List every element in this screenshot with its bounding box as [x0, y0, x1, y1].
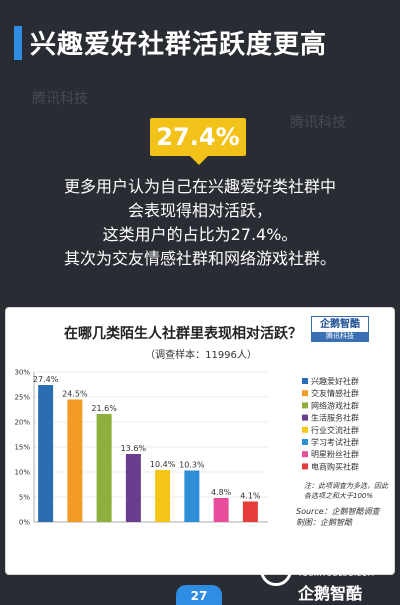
bar-2 — [67, 399, 83, 522]
data-label-5: 10.4% — [150, 460, 176, 469]
legend-swatch-3 — [302, 402, 308, 409]
watermark-right: 腾讯科技 — [290, 115, 346, 131]
brand-url: YOUXITUOLUO.COM — [298, 570, 375, 578]
y-tick-label: 30% — [14, 369, 30, 377]
bar-4 — [125, 454, 141, 522]
logo-top-text: 企鹅智酷 — [320, 319, 360, 330]
chart-note-line-1: 注：此项调查为多选，因此 — [304, 482, 389, 490]
legend-swatch-2 — [302, 390, 308, 397]
page-number-tab: 27 — [176, 585, 222, 605]
legend-label-5: 行业交流社群 — [311, 425, 359, 435]
bar-8 — [242, 501, 258, 522]
data-label-6: 10.3% — [179, 461, 205, 470]
legend-label-3: 网络游戏社群 — [311, 400, 359, 410]
data-label-7: 4.8% — [211, 488, 232, 497]
chart-subtitle: （调查样本：11996人） — [145, 350, 257, 361]
data-label-2: 24.5% — [62, 390, 88, 399]
legend-label-7: 明星粉丝社群 — [311, 449, 359, 459]
y-tick-label: 0% — [19, 519, 30, 527]
description-line-2: 会表现得相对活跃， — [127, 201, 272, 220]
description-line-1: 更多用户认为自己在兴趣爱好类社群中 — [63, 177, 336, 196]
bar-5 — [155, 470, 171, 522]
legend-swatch-5 — [302, 426, 308, 433]
legend-swatch-8 — [302, 463, 308, 470]
legend-label-1: 兴趣爱好社群 — [311, 376, 359, 386]
y-tick-label: 20% — [14, 419, 30, 427]
youxituoluo-logo: 游戏陀螺 YOUXITUOLUO.COM 企鹅智酷 — [258, 548, 396, 603]
chart-note-line-2: 各选项之和大于100% — [304, 492, 373, 500]
legend-swatch-1 — [302, 378, 308, 384]
badge-pointer — [190, 156, 208, 165]
page-title: 兴趣爱好社群活跃度更高 — [30, 30, 328, 60]
legend-swatch-6 — [302, 439, 308, 445]
legend-swatch-4 — [302, 414, 308, 421]
legend-label-4: 生活服务社群 — [311, 413, 359, 423]
chart-title: 在哪几类陌生人社群里表现相对活跃？ — [64, 326, 302, 342]
legend-label-2: 交友情感社群 — [311, 388, 359, 398]
spinning-top-icon — [260, 554, 292, 586]
legend-swatch-7 — [302, 451, 308, 458]
y-tick-label: 10% — [14, 469, 30, 477]
data-label-3: 21.6% — [91, 404, 117, 413]
y-tick-label: 25% — [14, 394, 30, 402]
brand-cn: 游戏陀螺 — [298, 552, 359, 570]
bar-7 — [213, 498, 229, 522]
page-number: 27 — [190, 589, 208, 603]
bar-6 — [184, 470, 200, 522]
description-line-3: 这类用户的占比为27.4%。 — [102, 225, 298, 244]
data-label-1: 27.4% — [33, 375, 59, 384]
chart-source-line-2: 制图：企鹅智酷 — [296, 518, 353, 527]
logo-bottom-text: 腾讯科技 — [312, 332, 368, 341]
bar-chart: 0%5%10%15%20%25%30%27.4%24.5%21.6%13.6%1… — [14, 369, 389, 528]
data-label-8: 4.1% — [240, 492, 261, 501]
bar-3 — [96, 414, 112, 522]
brand-bottom: 企鹅智酷 — [298, 584, 363, 603]
chart-source-line-1: Source：企鹅智酷调查 — [296, 507, 381, 516]
data-label-4: 13.6% — [121, 444, 147, 453]
chart-card: 在哪几类陌生人社群里表现相对活跃？ （调查样本：11996人） 企鹅智酷 腾讯科… — [5, 307, 395, 575]
bar-1 — [38, 385, 54, 522]
highlight-badge: 27.4% — [150, 118, 246, 156]
highlight-value: 27.4% — [156, 123, 240, 151]
title-accent-bar — [14, 26, 22, 60]
y-tick-label: 5% — [19, 494, 30, 502]
y-tick-label: 15% — [14, 444, 30, 452]
legend-label-8: 电商购买社群 — [311, 461, 359, 471]
penguin-think-logo: 企鹅智酷 腾讯科技 — [311, 316, 369, 342]
watermark-left: 腾讯科技 — [32, 91, 88, 107]
description-line-4: 其次为交友情感社群和网络游戏社群。 — [63, 249, 336, 268]
legend-label-6: 学习考试社群 — [311, 437, 359, 447]
